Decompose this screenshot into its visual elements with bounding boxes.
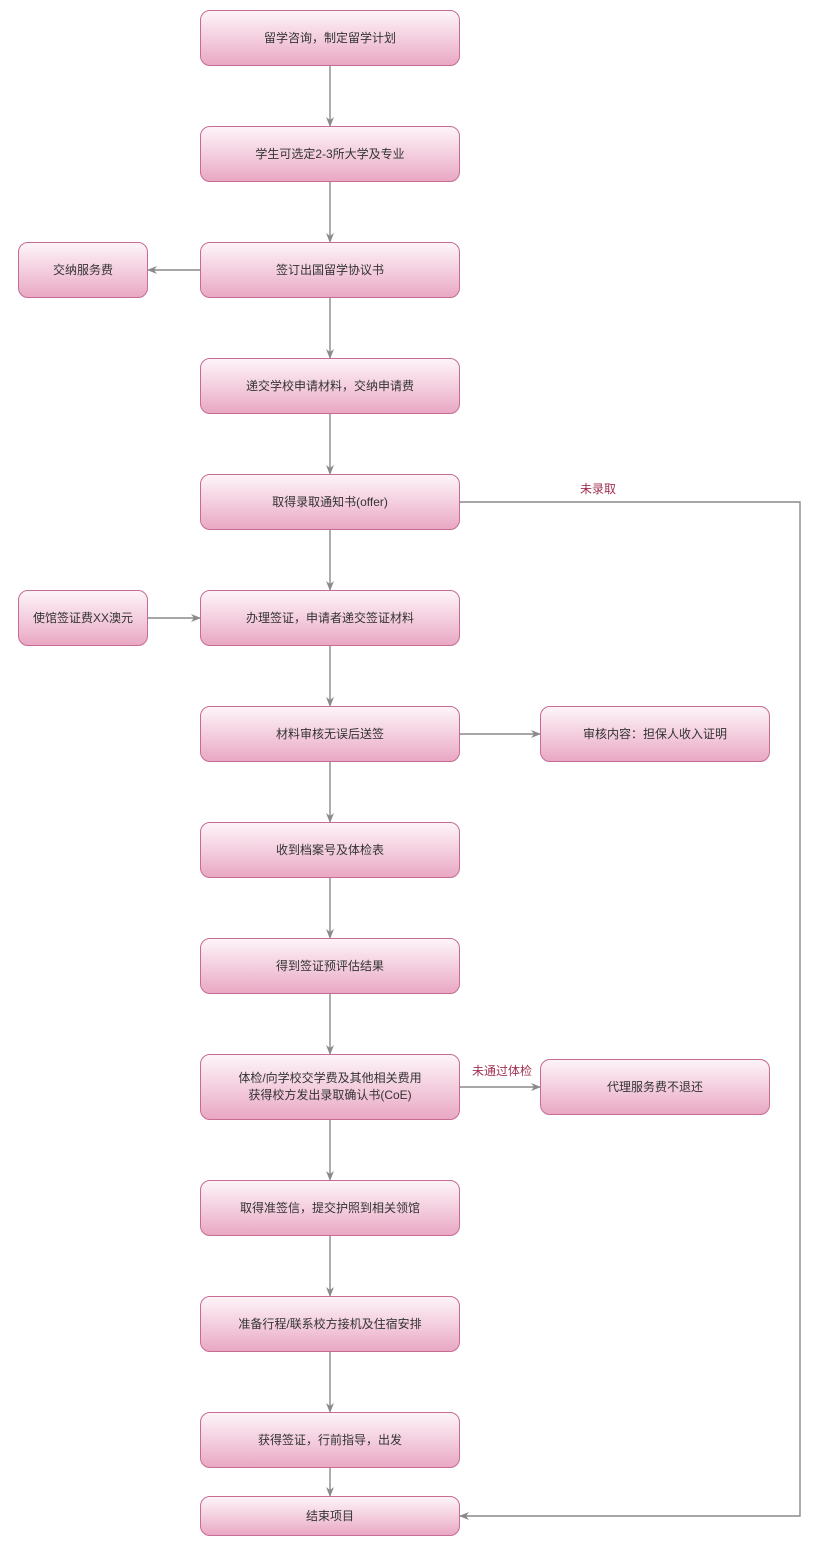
flow-node-n13: 获得签证，行前指导，出发 xyxy=(200,1412,460,1468)
edge-n5-n14 xyxy=(460,502,800,1516)
flow-node-n12: 准备行程/联系校方接机及住宿安排 xyxy=(200,1296,460,1352)
flow-node-n7a: 审核内容：担保人收入证明 xyxy=(540,706,770,762)
flow-node-n8: 收到档案号及体检表 xyxy=(200,822,460,878)
flow-node-n7: 材料审核无误后送签 xyxy=(200,706,460,762)
flow-node-n10a: 代理服务费不退还 xyxy=(540,1059,770,1115)
flow-node-n1: 留学咨询，制定留学计划 xyxy=(200,10,460,66)
flow-node-n3a: 交纳服务费 xyxy=(18,242,148,298)
flow-node-n2: 学生可选定2-3所大学及专业 xyxy=(200,126,460,182)
flow-node-n9: 得到签证预评估结果 xyxy=(200,938,460,994)
flowchart-canvas: 留学咨询，制定留学计划学生可选定2-3所大学及专业签订出国留学协议书交纳服务费递… xyxy=(0,0,819,1541)
edge-label-n10-n10a: 未通过体检 xyxy=(472,1062,532,1079)
flow-node-n11: 取得准签信，提交护照到相关领馆 xyxy=(200,1180,460,1236)
flow-node-n5: 取得录取通知书(offer) xyxy=(200,474,460,530)
flow-node-n10: 体检/向学校交学费及其他相关费用 获得校方发出录取确认书(CoE) xyxy=(200,1054,460,1120)
flow-node-n6: 办理签证，申请者递交签证材料 xyxy=(200,590,460,646)
flow-node-n3: 签订出国留学协议书 xyxy=(200,242,460,298)
flow-node-n6a: 使馆签证费XX澳元 xyxy=(18,590,148,646)
edge-label-n5-n14: 未录取 xyxy=(580,480,616,497)
flow-node-n4: 递交学校申请材料，交纳申请费 xyxy=(200,358,460,414)
flow-node-n14: 结束项目 xyxy=(200,1496,460,1536)
